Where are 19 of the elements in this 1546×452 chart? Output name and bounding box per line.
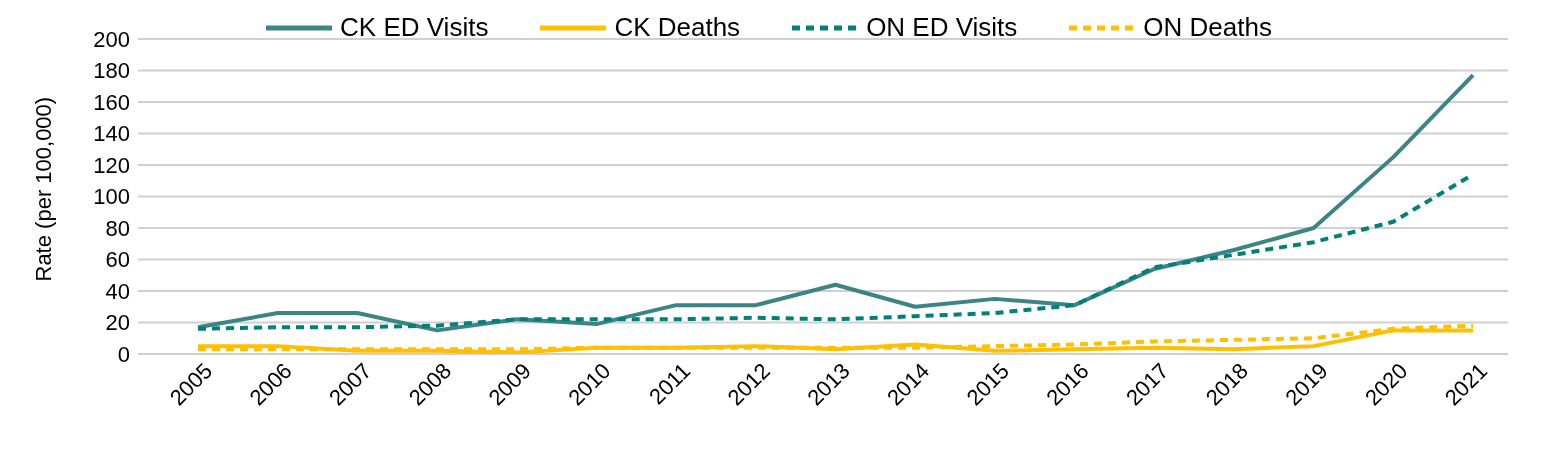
y-axis-title: Rate (per 100,000)	[30, 96, 56, 282]
y-tick-label: 40	[105, 278, 130, 304]
y-tick-label: 180	[93, 58, 130, 84]
line-series	[196, 73, 1475, 333]
y-tick-label: 200	[93, 26, 130, 52]
y-tick-label: 60	[105, 247, 130, 273]
legend-label: ON Deaths	[1143, 12, 1272, 43]
y-tick-label: 0	[117, 341, 130, 367]
y-tick-label: 20	[105, 310, 130, 336]
legend-label: CK Deaths	[614, 12, 741, 43]
line-series	[196, 323, 1475, 352]
y-tick-label: 140	[93, 121, 130, 147]
y-tick-label: 80	[105, 215, 130, 241]
y-tick-label: 100	[93, 184, 130, 210]
line-series	[196, 328, 1475, 354]
y-tick-label: 120	[93, 152, 130, 178]
y-tick-label: 160	[93, 89, 130, 115]
legend-label: CK ED Visits	[340, 12, 489, 43]
legend-label: ON ED Visits	[866, 12, 1018, 43]
